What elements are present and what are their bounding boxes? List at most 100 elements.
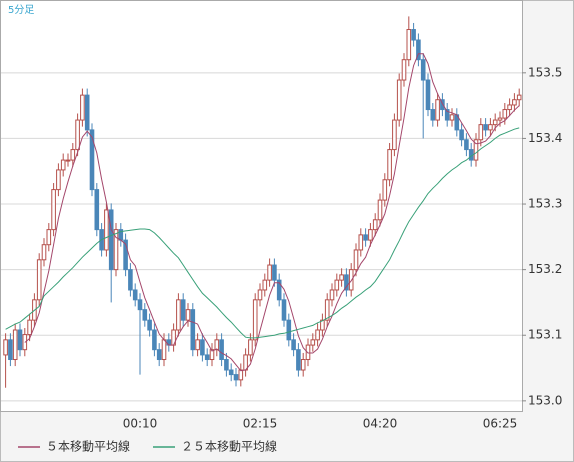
candle-body bbox=[8, 339, 13, 361]
candle-body bbox=[56, 169, 61, 191]
candle-body bbox=[296, 349, 301, 371]
candle-body bbox=[483, 124, 488, 131]
y-tick-label: 153.5 bbox=[528, 65, 562, 79]
candle-body bbox=[488, 124, 493, 131]
candle-body bbox=[344, 274, 349, 291]
candle-body bbox=[113, 229, 119, 271]
candle-body bbox=[252, 299, 258, 341]
candle-body bbox=[276, 279, 282, 301]
candle-body bbox=[291, 339, 296, 351]
candle-body bbox=[459, 129, 464, 141]
candle-body bbox=[449, 114, 455, 121]
candle-body bbox=[75, 119, 80, 151]
legend: ５本移動平均線 ２５本移動平均線 bbox=[18, 439, 277, 454]
candle-body bbox=[51, 189, 56, 231]
y-tick-label: 153.4 bbox=[528, 131, 562, 145]
candle-body bbox=[435, 99, 440, 121]
candle-body bbox=[334, 279, 340, 291]
candle-body bbox=[36, 259, 42, 301]
candle-body bbox=[176, 299, 181, 331]
candle-body bbox=[3, 339, 8, 356]
candle-body bbox=[430, 109, 436, 121]
candle-body bbox=[286, 319, 292, 341]
candle-body bbox=[104, 209, 109, 251]
candle-body bbox=[142, 309, 148, 321]
candle-body bbox=[94, 189, 100, 231]
candle-body bbox=[262, 279, 268, 291]
candle-body bbox=[84, 94, 90, 131]
candle-body bbox=[152, 329, 157, 351]
candle-body bbox=[89, 129, 95, 191]
candle-body bbox=[108, 209, 114, 271]
ma-lines bbox=[5, 53, 520, 372]
candles bbox=[3, 16, 522, 388]
candle-body bbox=[502, 109, 508, 119]
candle-body bbox=[219, 339, 224, 361]
candle-body bbox=[137, 299, 143, 311]
x-tick-label: 00:10 bbox=[123, 417, 158, 431]
candle-body bbox=[60, 159, 66, 171]
candle-body bbox=[401, 59, 407, 81]
plot-area bbox=[0, 0, 523, 412]
y-tick-label: 153.2 bbox=[528, 262, 562, 276]
candle-body bbox=[128, 269, 133, 291]
legend-label: ５本移動平均線 bbox=[46, 439, 130, 454]
y-tick-label: 153.0 bbox=[528, 393, 562, 407]
candle-body bbox=[387, 149, 392, 181]
grid bbox=[1, 72, 522, 402]
x-tick-label: 02:15 bbox=[243, 417, 278, 431]
candle-body bbox=[310, 339, 316, 346]
candle-body bbox=[492, 119, 498, 126]
legend-label: ２５本移動平均線 bbox=[181, 439, 277, 454]
candle-body bbox=[348, 269, 354, 291]
candle-body bbox=[70, 149, 76, 161]
x-tick-label: 04:20 bbox=[363, 417, 398, 431]
candle-body bbox=[214, 339, 220, 351]
candle-body bbox=[238, 369, 244, 381]
candle-body bbox=[425, 79, 431, 111]
candle-body bbox=[204, 354, 210, 361]
candle-body bbox=[358, 234, 364, 251]
candle-body bbox=[329, 289, 335, 301]
candle-body bbox=[180, 299, 186, 321]
ma-line bbox=[5, 127, 520, 339]
candle-body bbox=[27, 319, 32, 336]
candle-body bbox=[17, 329, 23, 351]
candle-body bbox=[248, 339, 253, 356]
candle-body bbox=[363, 234, 368, 241]
ma-line bbox=[24, 53, 520, 372]
candle-body bbox=[516, 94, 522, 101]
candle-body bbox=[224, 359, 229, 371]
candle-body bbox=[368, 229, 373, 241]
candle-body bbox=[12, 329, 18, 361]
candle-body bbox=[464, 139, 469, 151]
candle-body bbox=[300, 359, 306, 371]
candle-body bbox=[473, 139, 479, 161]
candle-body bbox=[80, 94, 85, 121]
y-tick-label: 153.3 bbox=[528, 197, 562, 211]
candle-body bbox=[420, 59, 426, 81]
candle-body bbox=[228, 369, 234, 376]
candle-body bbox=[281, 299, 287, 321]
candle-body bbox=[147, 319, 152, 331]
candle-body bbox=[156, 349, 162, 361]
candle-body bbox=[233, 374, 239, 381]
candle-body bbox=[377, 199, 383, 221]
candle-body bbox=[512, 99, 517, 106]
candle-body bbox=[416, 39, 421, 61]
candle-body bbox=[497, 117, 503, 121]
candle-body bbox=[320, 319, 325, 331]
candle-body bbox=[257, 289, 263, 301]
candle-body bbox=[396, 79, 402, 121]
y-tick-label: 153.1 bbox=[528, 328, 562, 342]
candle-body bbox=[267, 264, 272, 281]
candle-body bbox=[392, 119, 397, 151]
axes: 153.0 153.1 153.2 153.3 153.4 153.5 00:10 02:15… bbox=[123, 65, 563, 430]
candle-body bbox=[324, 299, 330, 321]
candle-body bbox=[382, 179, 388, 201]
candle-body bbox=[339, 274, 344, 281]
candle-body bbox=[123, 239, 128, 271]
candle-body bbox=[315, 329, 320, 341]
candle-body bbox=[132, 289, 138, 301]
